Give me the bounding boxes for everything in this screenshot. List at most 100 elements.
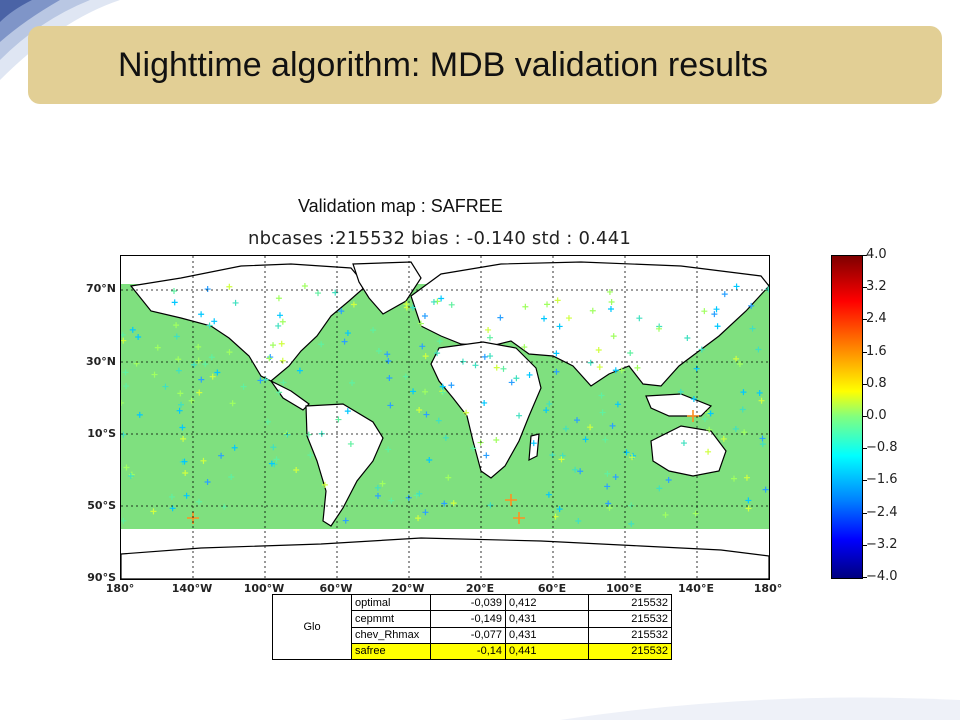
- bias-cell: -0,039: [430, 593, 506, 612]
- observation-marker: [403, 301, 410, 308]
- observation-marker: [188, 397, 195, 404]
- observation-marker: [629, 454, 636, 461]
- observation-marker: [301, 283, 308, 290]
- observation-marker: [226, 349, 233, 356]
- observation-marker: [344, 330, 351, 337]
- std-cell: 0,431: [505, 610, 589, 628]
- colorbar-tick-label: 4.0: [866, 247, 887, 262]
- observation-marker: [627, 349, 634, 356]
- colorbar-tick-mark: [862, 319, 867, 321]
- colorbar-tick-mark: [862, 255, 867, 256]
- observation-marker: [589, 307, 596, 314]
- observation-marker: [200, 457, 207, 464]
- observation-marker: [181, 458, 188, 465]
- observation-marker: [191, 361, 198, 368]
- colorbar-tick-label: 0.0: [866, 408, 887, 423]
- observation-marker: [206, 322, 213, 329]
- antarctica-land: [121, 537, 769, 579]
- observation-marker: [759, 441, 766, 448]
- count-cell: 215532: [588, 610, 672, 628]
- observation-marker: [202, 361, 209, 368]
- lat-label: 30°N: [85, 355, 116, 368]
- observation-marker: [556, 323, 563, 330]
- observation-marker: [441, 500, 448, 507]
- observation-marker: [575, 517, 582, 524]
- observation-marker: [684, 335, 691, 342]
- colorbar-tick-label: −0.8: [866, 440, 898, 456]
- observation-marker: [385, 446, 392, 453]
- observation-marker: [459, 358, 466, 365]
- observation-marker: [608, 299, 615, 306]
- observation-marker: [701, 416, 708, 422]
- observation-marker: [470, 445, 477, 452]
- observation-marker: [173, 322, 180, 329]
- observation-marker: [749, 325, 756, 332]
- observation-markers: [121, 283, 769, 527]
- count-cell: 215532: [588, 593, 672, 612]
- observation-marker: [572, 466, 579, 473]
- observation-marker: [439, 383, 446, 390]
- observation-marker: [121, 399, 125, 406]
- observation-marker: [748, 302, 755, 309]
- observation-marker: [128, 471, 135, 478]
- table-row: Glo optimal -0,039 0,412 215532: [272, 593, 672, 660]
- observation-marker: [204, 286, 211, 293]
- colorbar-tick-mark: [862, 448, 867, 450]
- observation-marker: [552, 513, 559, 520]
- observation-marker: [171, 288, 178, 295]
- south-america-land: [305, 403, 384, 527]
- observation-marker: [276, 312, 283, 319]
- observation-marker: [218, 452, 225, 459]
- observation-marker: [338, 308, 345, 315]
- observation-marker: [175, 367, 182, 374]
- observation-marker: [513, 375, 520, 382]
- observation-marker: [758, 397, 765, 404]
- observation-marker: [264, 418, 271, 425]
- observation-marker: [151, 371, 158, 378]
- observation-marker: [182, 469, 189, 476]
- observation-marker: [387, 402, 394, 409]
- observation-marker: [275, 322, 282, 329]
- observation-marker: [598, 392, 605, 399]
- observation-marker: [739, 406, 746, 413]
- observation-marker: [450, 500, 457, 507]
- method-cell: chev_Rhmax: [351, 626, 431, 644]
- observation-marker: [606, 504, 613, 511]
- observation-marker: [123, 464, 130, 471]
- observation-marker: [386, 375, 393, 382]
- observation-marker: [180, 435, 187, 442]
- colorbar-tick-label: −3.2: [866, 536, 898, 552]
- observation-marker: [384, 351, 391, 358]
- colorbar-tick-mark: [862, 383, 867, 385]
- observation-marker: [419, 343, 426, 350]
- observation-marker: [121, 331, 126, 338]
- region-cell: Glo: [272, 594, 352, 660]
- observation-marker: [541, 315, 548, 322]
- observation-marker: [417, 320, 424, 327]
- observation-marker: [279, 357, 286, 364]
- observation-marker: [618, 367, 625, 374]
- observation-marker: [173, 333, 180, 340]
- observation-marker: [690, 395, 697, 402]
- observation-marker: [240, 383, 247, 390]
- table-row-highlighted: safree -0,14 0,441 215532: [273, 642, 672, 661]
- lon-label: 100°E: [606, 582, 642, 595]
- observation-marker: [318, 341, 325, 348]
- observation-marker: [135, 334, 142, 341]
- colorbar-tick-label: −1.6: [866, 472, 898, 488]
- observation-marker: [756, 389, 763, 396]
- lon-label: 60°W: [319, 582, 353, 595]
- observation-marker: [493, 364, 500, 371]
- observation-marker: [374, 484, 381, 491]
- observation-marker: [257, 377, 264, 384]
- observation-marker: [416, 406, 423, 413]
- observation-marker: [587, 424, 594, 431]
- observation-marker: [183, 492, 190, 499]
- colorbar-tick-mark: [862, 287, 867, 289]
- colorbar-tick-label: 0.8: [866, 375, 887, 391]
- observation-marker: [270, 444, 277, 451]
- observation-marker: [231, 444, 238, 451]
- observation-marker: [178, 401, 185, 408]
- observation-marker: [463, 409, 470, 416]
- observation-marker: [680, 440, 687, 447]
